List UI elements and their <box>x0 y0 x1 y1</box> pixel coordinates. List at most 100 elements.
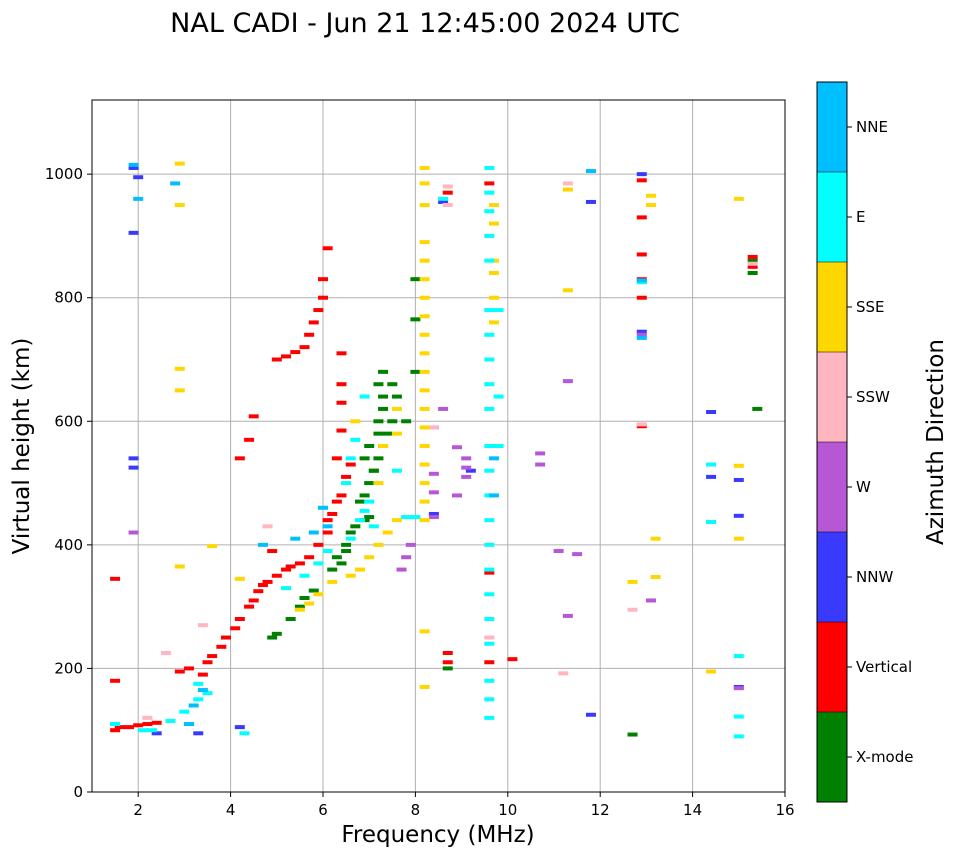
data-point <box>336 351 347 356</box>
x-tick-label: 2 <box>133 801 143 819</box>
data-point <box>331 555 342 560</box>
data-point <box>636 278 647 283</box>
data-point <box>419 425 430 430</box>
data-point <box>493 394 504 399</box>
data-point <box>733 714 744 719</box>
data-point <box>128 162 139 167</box>
colorbar-segment <box>817 172 847 262</box>
data-point <box>151 731 162 736</box>
data-point <box>461 456 472 461</box>
data-point <box>572 552 583 557</box>
data-point <box>202 691 213 696</box>
data-point <box>484 332 495 337</box>
data-point <box>428 490 439 495</box>
data-point <box>244 604 255 609</box>
data-point <box>636 178 647 183</box>
data-point <box>184 666 195 671</box>
data-point <box>160 650 171 655</box>
data-point <box>636 422 647 427</box>
data-point <box>318 277 328 282</box>
data-point <box>484 567 495 572</box>
data-point <box>313 561 324 566</box>
data-point <box>354 567 365 572</box>
data-point <box>193 681 204 686</box>
series-sse <box>174 161 744 689</box>
data-point <box>488 271 499 275</box>
data-point <box>378 406 389 411</box>
data-point <box>488 320 499 325</box>
data-point <box>257 583 268 588</box>
data-point <box>345 573 356 578</box>
data-point <box>396 567 407 572</box>
data-point <box>636 329 647 334</box>
data-point <box>299 345 310 350</box>
data-point <box>299 595 310 600</box>
x-axis-label: Frequency (MHz) <box>341 822 534 848</box>
data-point <box>562 379 573 384</box>
data-point <box>345 456 356 461</box>
data-point <box>585 199 596 204</box>
data-point <box>308 530 319 535</box>
data-point <box>733 196 744 201</box>
data-point <box>733 513 744 518</box>
colorbar-label: Azimuth Direction <box>923 339 949 545</box>
data-point <box>234 725 245 730</box>
data-point <box>281 586 292 591</box>
data-point <box>484 181 495 186</box>
x-tick-label: 14 <box>683 801 702 819</box>
data-point <box>341 542 352 547</box>
data-point <box>636 252 647 257</box>
data-point <box>636 215 647 220</box>
data-point <box>110 576 121 581</box>
data-point <box>493 308 504 313</box>
data-point <box>336 400 347 405</box>
x-tick-label: 10 <box>498 801 517 819</box>
data-point <box>747 264 758 269</box>
data-point <box>368 468 379 473</box>
data-point <box>484 190 495 195</box>
data-point <box>174 161 185 166</box>
data-point <box>733 734 744 739</box>
data-point <box>197 672 208 677</box>
data-point <box>382 431 393 436</box>
data-point <box>650 536 661 541</box>
data-point <box>401 515 412 520</box>
data-point <box>410 277 421 282</box>
data-point <box>410 317 421 322</box>
data-point <box>484 233 495 238</box>
series-nnw <box>128 165 744 736</box>
data-point <box>281 567 292 572</box>
data-point <box>419 165 430 170</box>
data-point <box>322 530 333 535</box>
data-point <box>484 406 495 411</box>
colorbar-frame <box>816 81 848 803</box>
data-point <box>271 357 282 362</box>
data-point <box>488 221 499 226</box>
data-point <box>234 456 245 461</box>
data-point <box>304 601 315 606</box>
data-point <box>419 388 430 393</box>
data-point <box>350 437 361 442</box>
data-point <box>271 573 282 578</box>
data-point <box>341 549 352 554</box>
data-point <box>133 723 144 728</box>
data-points <box>110 161 763 739</box>
data-point <box>354 518 365 523</box>
data-point <box>585 712 596 717</box>
colorbar-segment <box>817 712 847 802</box>
data-point <box>207 544 218 549</box>
data-point <box>359 394 370 399</box>
series-vertical <box>110 178 758 733</box>
chart-title: NAL CADI - Jun 21 12:45:00 2024 UTC <box>170 8 680 39</box>
data-point <box>484 382 495 387</box>
data-point <box>267 635 278 640</box>
data-point <box>193 697 204 702</box>
data-point <box>336 561 347 566</box>
data-point <box>419 499 430 504</box>
y-tick-label: 0 <box>73 783 83 801</box>
data-point <box>322 549 333 554</box>
data-point <box>438 406 449 411</box>
data-point <box>184 722 195 727</box>
data-point <box>327 579 338 584</box>
